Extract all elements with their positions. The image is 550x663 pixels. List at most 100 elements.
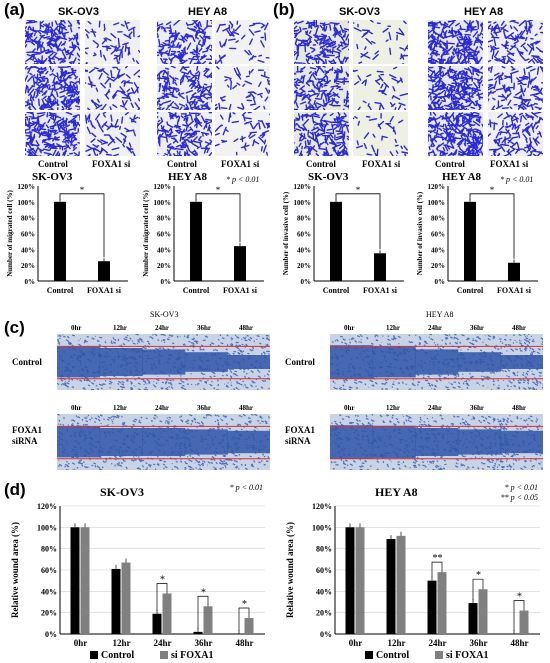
- bar: [437, 572, 447, 634]
- y-tick-label: 60%: [431, 231, 445, 239]
- panel-c-title-skov3: SK-OV3: [150, 310, 179, 319]
- stained-cells: [157, 112, 212, 156]
- wound-gap: [457, 352, 501, 372]
- significance-bracket: [472, 578, 484, 601]
- bar: [70, 527, 80, 634]
- y-tick-label: 40%: [431, 246, 445, 254]
- legend-swatch: [365, 651, 373, 659]
- x-tick-label: 24hr: [154, 638, 172, 648]
- x-tick-label: FOXA1 si: [87, 286, 122, 295]
- y-tick-label: 40%: [21, 246, 35, 254]
- bar: [330, 201, 342, 281]
- micrograph-tile: [294, 112, 349, 156]
- wound-gap: [372, 425, 416, 459]
- legend-label: Control: [101, 650, 134, 661]
- micrograph-tile: [85, 112, 140, 156]
- time-point-label: 48hr: [512, 324, 526, 332]
- panel-label-d: (d): [4, 480, 26, 499]
- y-axis-label: Number of invasive cell (%): [416, 191, 424, 275]
- y-tick-label: 20%: [431, 262, 445, 270]
- bar: [386, 539, 396, 634]
- wound-gap: [57, 426, 101, 458]
- micrograph-tile: [215, 66, 270, 110]
- significance-marker: *: [201, 587, 206, 598]
- significance-bracket: [195, 193, 241, 243]
- wound-image-strip: [57, 414, 270, 470]
- y-tick-label: 80%: [297, 215, 311, 223]
- stained-cells: [157, 66, 212, 110]
- condition-label: FOXA1: [12, 425, 42, 435]
- bar: [234, 246, 246, 281]
- micrograph-background: [488, 66, 543, 110]
- significance-legend: * p < 0.01: [500, 175, 533, 184]
- y-tick-label: 40%: [41, 587, 57, 596]
- significance-legend: * p < 0.01: [230, 483, 263, 492]
- y-tick-label: 100%: [18, 199, 36, 207]
- stained-cells: [85, 20, 140, 64]
- stained-cells: [488, 20, 543, 64]
- bar: [519, 610, 529, 634]
- wound-gap: [500, 355, 543, 369]
- condition-label: Control: [285, 357, 315, 367]
- wound-gap: [457, 429, 501, 455]
- legend-label: Control: [376, 650, 409, 661]
- micrograph-tile: [488, 112, 543, 156]
- y-tick-label: 80%: [431, 215, 445, 223]
- panel-b-caption: Control: [306, 159, 336, 169]
- time-point-label: 36hr: [197, 404, 211, 412]
- micrograph-background: [85, 20, 140, 64]
- y-tick-label: 100%: [428, 199, 446, 207]
- chart-b-skov3-invasion: SK-OV3 0% 20% 40% 60% 80% 100% 120% Number of in…: [282, 171, 404, 295]
- x-tick-label: 36hr: [195, 638, 213, 648]
- stained-cells: [294, 112, 349, 156]
- panel-b-caption: Control: [435, 159, 465, 169]
- panel-label-a: (a): [4, 0, 25, 19]
- wound-gap: [99, 428, 143, 456]
- time-point-label: 36hr: [197, 324, 211, 332]
- chart-a-skov3-migration: SK-OV3 0% 20% 40% 60% 80% 100% 120% Number of mi…: [6, 171, 128, 295]
- stained-cells: [488, 66, 543, 110]
- micrograph-tile: [353, 112, 408, 156]
- wound-image-strip: [330, 414, 543, 470]
- x-tick-label: Control: [323, 286, 350, 295]
- x-tick-label: 36hr: [470, 638, 488, 648]
- wound-gap: [227, 355, 270, 369]
- time-point-label: 0hr: [71, 324, 82, 332]
- stained-cells: [488, 112, 543, 156]
- x-tick-label: Control: [183, 286, 210, 295]
- bar: [111, 568, 121, 634]
- condition-label: Control: [12, 357, 42, 367]
- chart-title: HEY A8: [442, 171, 482, 183]
- significance-bracket: [238, 607, 250, 631]
- stained-cells: [85, 112, 140, 156]
- panel-b-title-skov3: SK-OV3: [339, 6, 380, 18]
- y-axis-label: Number of migrated cell (%): [6, 190, 14, 277]
- legend-label: si FOXA1: [446, 650, 489, 661]
- y-tick-label: 60%: [157, 231, 171, 239]
- legend-swatch: [435, 651, 443, 659]
- significance-marker: *: [517, 592, 522, 603]
- time-point-label: 36hr: [470, 404, 484, 412]
- y-tick-label: 100%: [294, 199, 312, 207]
- bar: [478, 589, 488, 634]
- stained-cells: [215, 66, 270, 110]
- bar: [244, 618, 254, 634]
- x-tick-label: 0hr: [349, 638, 363, 648]
- significance-marker: *: [80, 185, 85, 195]
- wound-gap: [184, 352, 228, 372]
- chart-title: HEY A8: [375, 485, 418, 499]
- y-tick-label: 120%: [18, 183, 36, 191]
- panel-b-title-heya8: HEY A8: [464, 6, 504, 18]
- stained-cells: [85, 66, 140, 110]
- bar: [152, 613, 162, 634]
- time-point-label: 24hr: [155, 324, 169, 332]
- panel-label-b: (b): [273, 0, 295, 19]
- time-point-label: 12hr: [113, 404, 127, 412]
- stained-cells: [428, 112, 483, 156]
- condition-label: FOXA1: [285, 425, 315, 435]
- y-axis-label: Number of migrated cell (%): [142, 190, 150, 277]
- wound-gap: [415, 349, 459, 375]
- y-axis-label: Number of invasive cell (%): [282, 191, 290, 275]
- wound-gap: [330, 425, 374, 459]
- panel-a-caption: FOXA1 si: [92, 159, 131, 169]
